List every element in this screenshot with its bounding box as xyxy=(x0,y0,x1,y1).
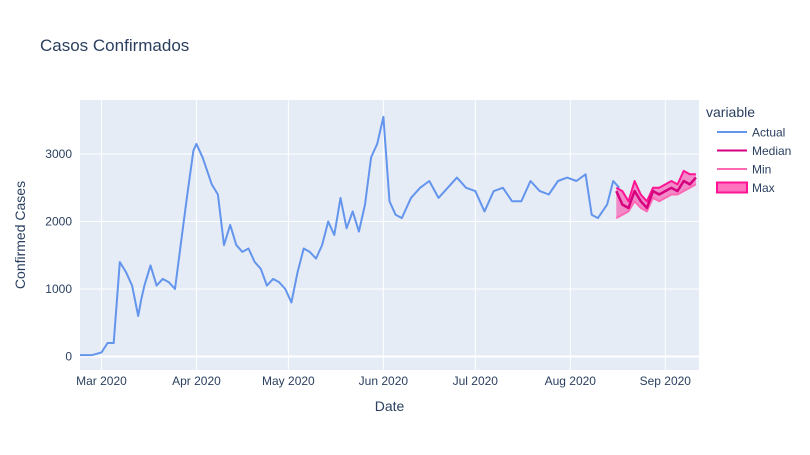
series-lines xyxy=(80,115,697,357)
x-tick-label: Mar 2020 xyxy=(76,374,127,388)
forecast-band xyxy=(616,170,696,219)
x-tick-label: Jul 2020 xyxy=(453,374,499,388)
y-tick-label: 0 xyxy=(65,350,72,364)
legend-label: Median xyxy=(752,144,791,158)
legend-item-actual[interactable]: Actual xyxy=(717,126,785,140)
legend-item-max[interactable]: Max xyxy=(716,181,775,195)
series-median-line xyxy=(615,176,697,210)
y-tick-label: 2000 xyxy=(45,215,72,229)
legend[interactable]: Actual Median Min Max xyxy=(716,126,791,196)
x-tick-label: Jun 2020 xyxy=(359,374,409,388)
legend-label: Max xyxy=(752,181,775,195)
legend-item-min[interactable]: Min xyxy=(717,163,771,177)
x-axis-title: Date xyxy=(375,398,405,414)
x-tick-label: Sep 2020 xyxy=(640,374,692,388)
x-tick-label: May 2020 xyxy=(262,374,315,388)
y-tick-label: 1000 xyxy=(45,282,72,296)
plot-area xyxy=(80,100,699,370)
series-max-line xyxy=(615,169,696,203)
y-tick-label: 3000 xyxy=(45,147,72,161)
legend-label: Actual xyxy=(752,126,785,140)
x-tick-label: Aug 2020 xyxy=(545,374,597,388)
legend-swatch xyxy=(716,181,748,194)
y-axis-title: Confirmed Cases xyxy=(12,181,28,289)
legend-title: variable xyxy=(706,104,755,120)
max-min-band xyxy=(616,170,696,219)
x-tick-label: Apr 2020 xyxy=(172,374,221,388)
y-tick-labels: 0 1000 2000 3000 xyxy=(45,147,72,364)
series-min-line xyxy=(615,183,697,219)
legend-label: Min xyxy=(752,163,771,177)
series-actual-line xyxy=(80,115,621,357)
legend-item-median[interactable]: Median xyxy=(717,144,791,158)
chart-title: Casos Confirmados xyxy=(40,36,189,55)
x-tick-labels: Mar 2020 Apr 2020 May 2020 Jun 2020 Jul 2020… xyxy=(76,374,691,388)
